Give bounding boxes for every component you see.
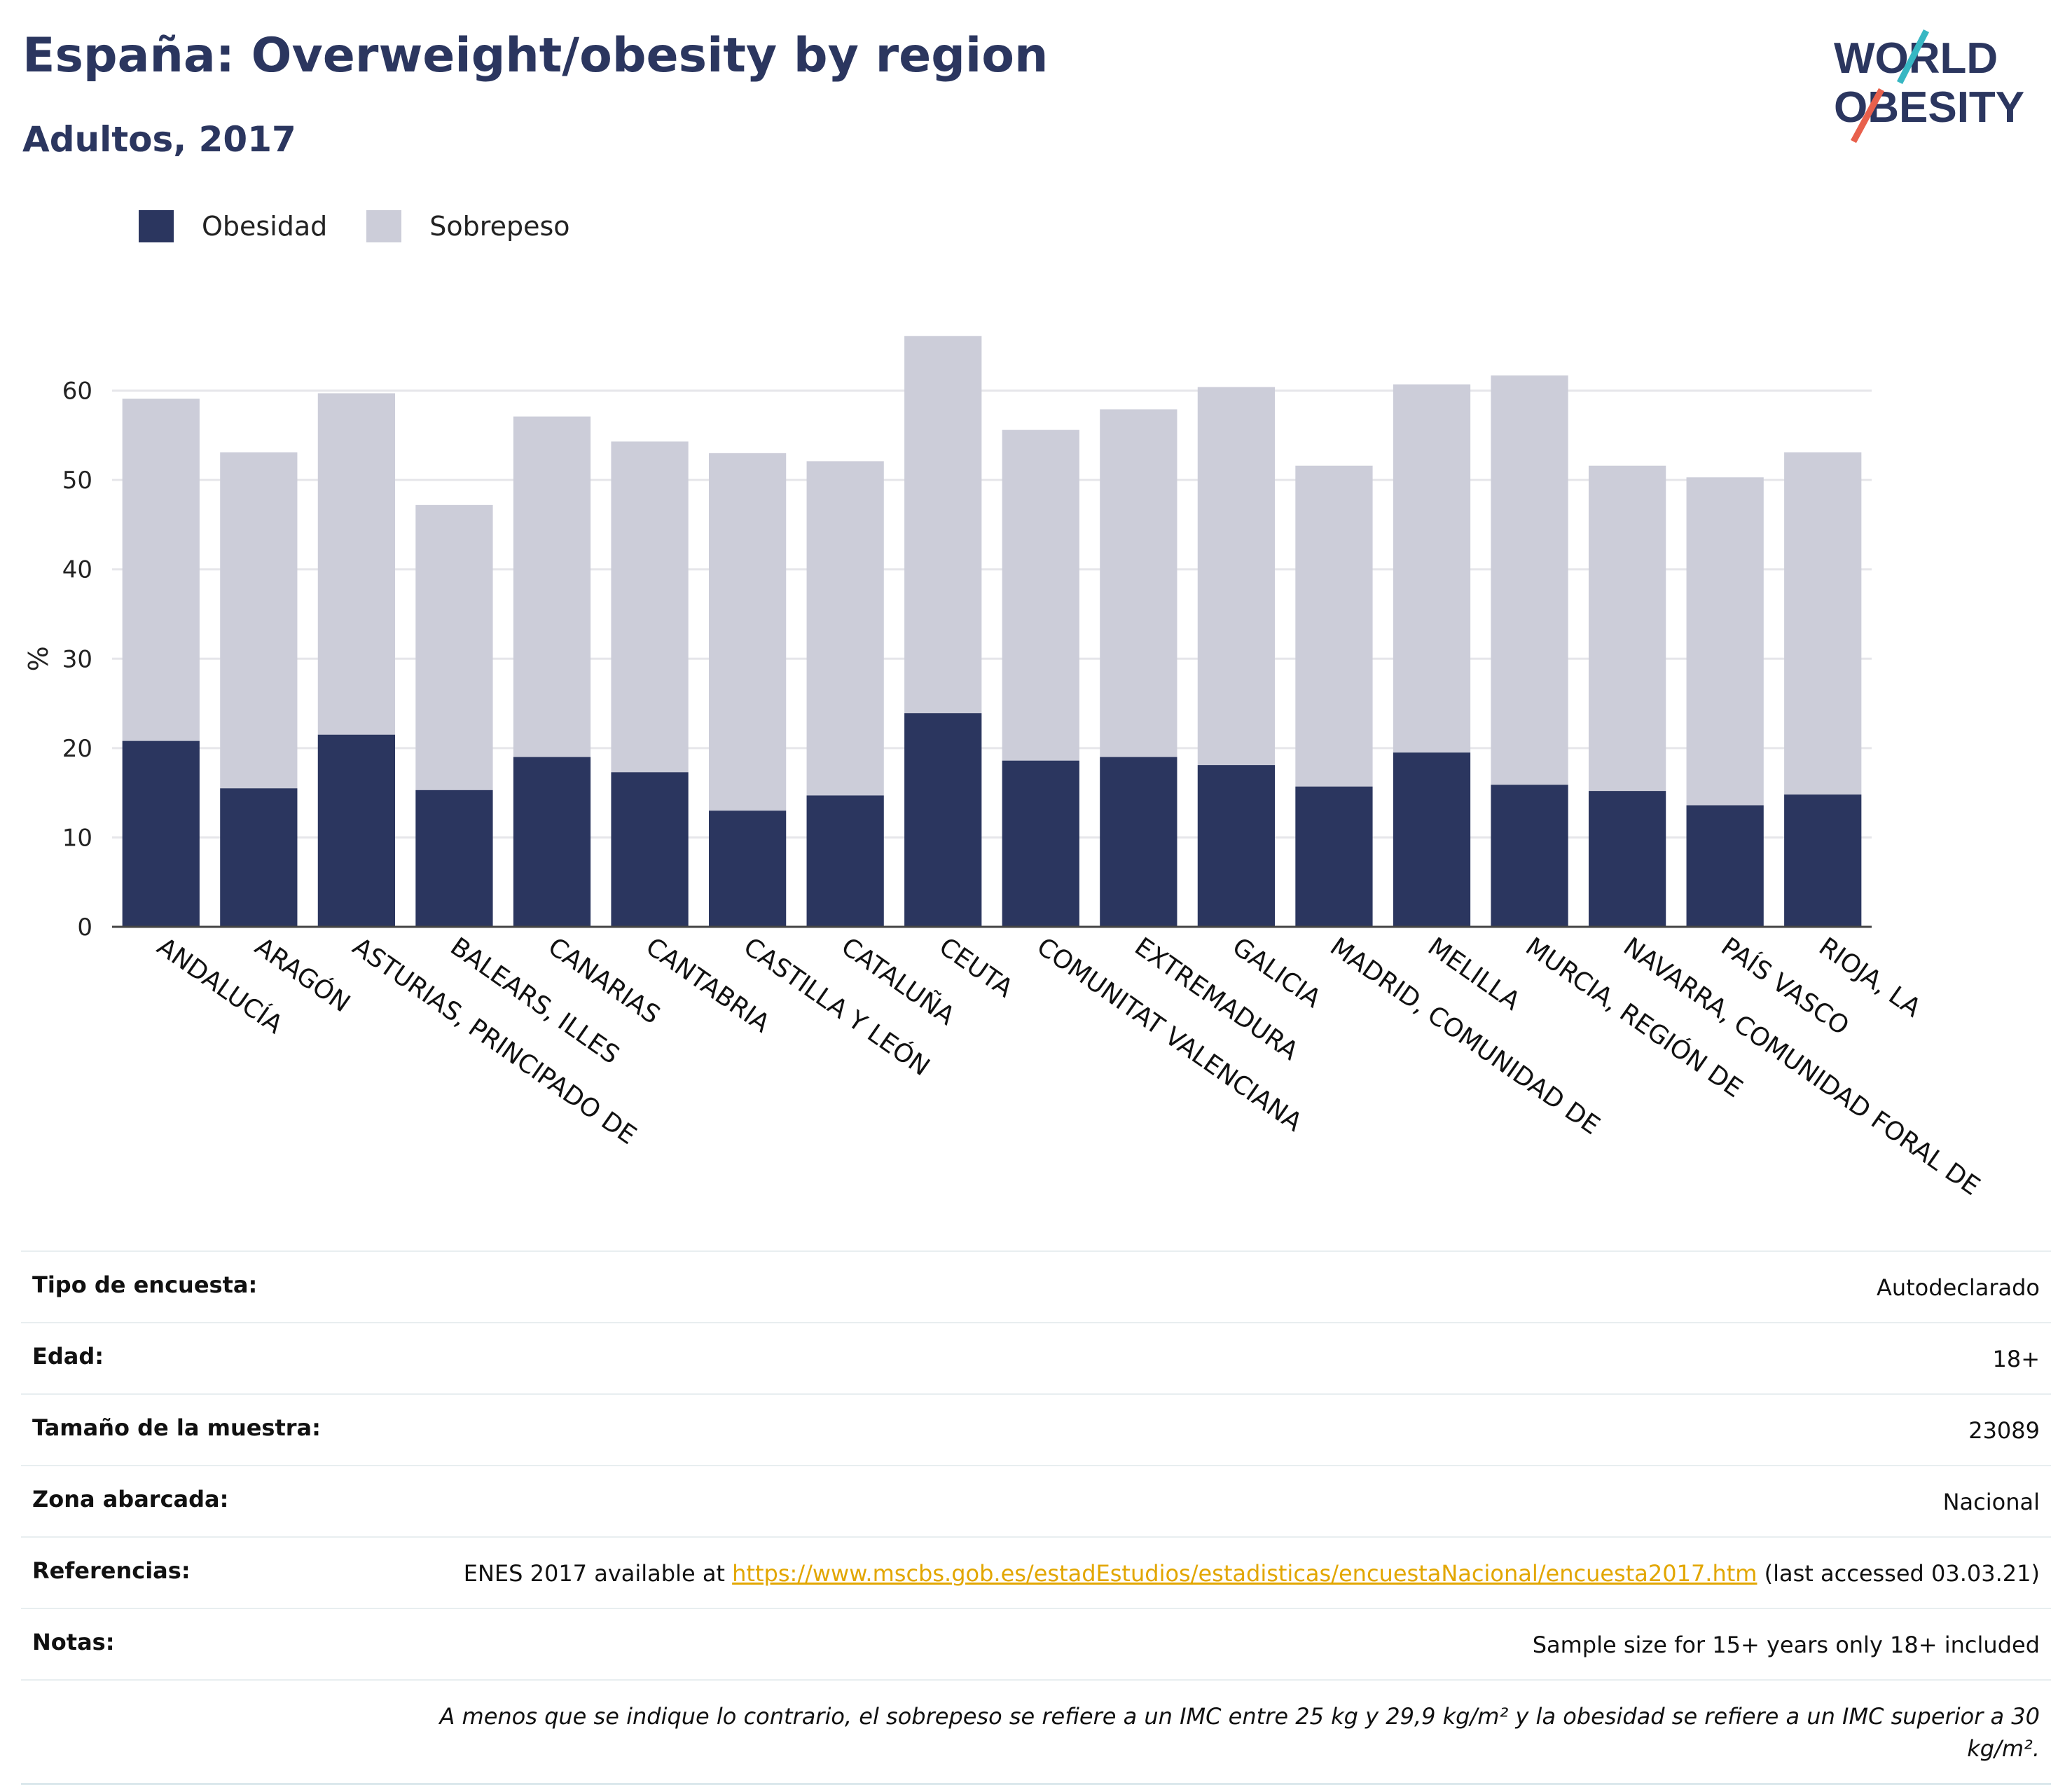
info-value: Sample size for 15+ years only 18+ inclu… bbox=[1532, 1632, 2040, 1658]
info-value-references: ENES 2017 available at https://www.mscbs… bbox=[464, 1557, 2040, 1590]
info-row: Tamaño de la muestra: 23089 bbox=[21, 1395, 2051, 1466]
info-value: 23089 bbox=[1968, 1417, 2040, 1444]
y-tick-label: 60 bbox=[62, 378, 92, 406]
x-tick-label: CEUTA bbox=[934, 932, 1018, 1004]
logo-slash-teal bbox=[1896, 29, 1930, 85]
legend-item-obesidad[interactable]: Obesidad bbox=[139, 210, 327, 242]
info-key: Tamaño de la muestra: bbox=[32, 1414, 321, 1441]
bar-obesidad bbox=[708, 811, 787, 927]
bar-obesidad bbox=[513, 757, 591, 927]
info-value: 18+ bbox=[1992, 1346, 2040, 1372]
legend-swatch-sobrepeso bbox=[366, 210, 402, 242]
bar-obesidad bbox=[1393, 752, 1471, 927]
chart-subtitle: Adultos, 2017 bbox=[22, 119, 296, 160]
world-obesity-logo: WORLD OBESITY bbox=[1834, 29, 2024, 144]
legend-item-sobrepeso[interactable]: Sobrepeso bbox=[366, 210, 570, 242]
bar-obesidad bbox=[1588, 791, 1666, 927]
bar-obesidad bbox=[122, 740, 200, 927]
bar-sobrepeso bbox=[1491, 375, 1568, 785]
info-key: Edad: bbox=[32, 1343, 104, 1370]
y-tick-label: 30 bbox=[62, 645, 92, 673]
info-row: Zona abarcada: Nacional bbox=[21, 1466, 2051, 1538]
bar-sobrepeso bbox=[1295, 465, 1373, 787]
chart-title: España: Overweight/obesity by region bbox=[22, 28, 1049, 83]
bar-obesidad bbox=[1295, 786, 1373, 927]
reference-link[interactable]: https://www.mscbs.gob.es/estadEstudios/e… bbox=[732, 1560, 1757, 1587]
chart-legend: Obesidad Sobrepeso bbox=[139, 209, 609, 244]
x-tick-label: EXTREMADURA bbox=[1129, 932, 1304, 1066]
definition-footnote: A menos que se indique lo contrario, el … bbox=[21, 1681, 2051, 1785]
bar-sobrepeso bbox=[1588, 465, 1666, 792]
y-axis-label: % bbox=[23, 646, 54, 671]
bar-obesidad bbox=[611, 772, 689, 927]
bar-obesidad bbox=[1686, 805, 1764, 927]
info-row-notes: Notas: Sample size for 15+ years only 18… bbox=[21, 1609, 2051, 1681]
bar-obesidad bbox=[1784, 794, 1862, 927]
bar-obesidad bbox=[415, 790, 493, 927]
bar-sobrepeso bbox=[220, 452, 298, 789]
bar-obesidad bbox=[317, 734, 396, 927]
bar-sobrepeso bbox=[1100, 409, 1177, 757]
bar-obesidad bbox=[1491, 785, 1568, 927]
bar-sobrepeso bbox=[904, 336, 982, 714]
x-tick-label: BALEARS, ILLES bbox=[445, 932, 624, 1070]
bar-sobrepeso bbox=[1686, 477, 1764, 806]
bar-sobrepeso bbox=[1784, 452, 1862, 795]
reference-suffix: (last accessed 03.03.21) bbox=[1757, 1560, 2040, 1587]
bar-sobrepeso bbox=[415, 504, 493, 790]
bar-sobrepeso bbox=[317, 393, 396, 735]
bar-sobrepeso bbox=[1197, 387, 1276, 766]
bar-sobrepeso bbox=[122, 399, 200, 741]
bar-sobrepeso bbox=[1393, 384, 1471, 753]
info-key: Referencias: bbox=[32, 1557, 191, 1584]
logo-slash-red bbox=[1851, 88, 1884, 144]
info-row: Edad: 18+ bbox=[21, 1323, 2051, 1395]
bar-obesidad bbox=[806, 795, 884, 927]
info-row-references: Referencias: ENES 2017 available at http… bbox=[21, 1538, 2051, 1609]
legend-label-obesidad: Obesidad bbox=[202, 211, 328, 242]
y-tick-label: 20 bbox=[62, 735, 92, 763]
info-value: Autodeclarado bbox=[1876, 1274, 2040, 1301]
bar-obesidad bbox=[1197, 765, 1276, 927]
y-tick-label: 40 bbox=[62, 556, 92, 584]
bar-obesidad bbox=[1002, 760, 1079, 927]
legend-swatch-obesidad bbox=[139, 210, 174, 242]
y-tick-label: 10 bbox=[62, 824, 92, 852]
footnote-text: A menos que se indique lo contrario, el … bbox=[439, 1703, 2040, 1762]
reference-prefix: ENES 2017 available at bbox=[463, 1560, 733, 1587]
y-tick-label: 0 bbox=[77, 914, 92, 942]
info-key: Tipo de encuesta: bbox=[32, 1271, 258, 1298]
bar-obesidad bbox=[1100, 757, 1177, 927]
survey-info-table: Tipo de encuesta: Autodeclarado Edad: 18… bbox=[21, 1250, 2051, 1785]
bar-obesidad bbox=[904, 713, 982, 927]
legend-label-sobrepeso: Sobrepeso bbox=[429, 211, 570, 242]
info-value: Nacional bbox=[1942, 1489, 2040, 1515]
info-key: Notas: bbox=[32, 1629, 115, 1655]
bar-sobrepeso bbox=[611, 441, 689, 773]
bar-sobrepeso bbox=[708, 453, 787, 811]
y-tick-label: 50 bbox=[62, 467, 92, 495]
logo-line1: WORLD bbox=[1834, 34, 1998, 83]
bar-sobrepeso bbox=[513, 416, 591, 757]
info-key: Zona abarcada: bbox=[32, 1486, 229, 1512]
info-row: Tipo de encuesta: Autodeclarado bbox=[21, 1252, 2051, 1323]
bar-sobrepeso bbox=[1002, 429, 1079, 761]
x-tick-label: NAVARRA, COMUNIDAD FORAL DE bbox=[1618, 932, 1985, 1201]
bar-obesidad bbox=[220, 788, 298, 927]
bar-sobrepeso bbox=[806, 461, 884, 796]
